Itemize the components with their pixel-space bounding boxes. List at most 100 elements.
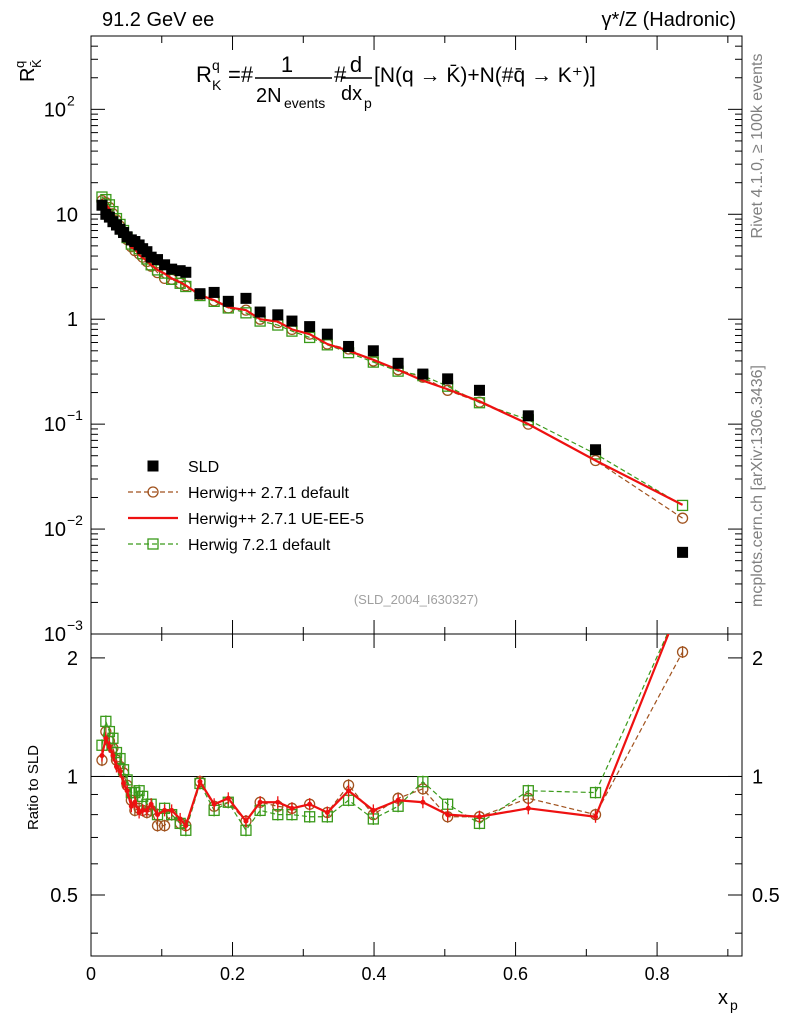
formula-two-n: 2N xyxy=(256,85,282,107)
ratio-point-h271ue xyxy=(211,801,217,807)
ratio-point-h721def xyxy=(137,790,149,803)
y-tick-label-main-exp: 2 xyxy=(67,92,75,108)
point-sld xyxy=(473,384,485,396)
point-sld xyxy=(304,321,316,333)
point-sld xyxy=(194,288,206,300)
ratio-point-h271ue xyxy=(183,823,189,829)
ratio-point-h271def xyxy=(151,820,164,832)
ratio-point-h271ue xyxy=(445,812,451,818)
ratio-point-h271ue xyxy=(106,744,112,750)
point-sld xyxy=(442,373,454,385)
legend: SLD Herwig++ 2.7.1 default Herwig++ 2.7.1 … xyxy=(128,459,364,554)
formula-rest: [N(q → K̄)+N(#q̄ → K⁺)] xyxy=(374,64,596,87)
formula-eq: =# xyxy=(228,62,254,87)
ylabel-main-sub: K̄ xyxy=(29,59,44,68)
ratio-point-h721def xyxy=(522,785,534,797)
point-sld xyxy=(174,265,186,277)
formula-r: R xyxy=(196,62,212,87)
formula-hash: # xyxy=(334,62,347,87)
ratio-point-h271ue xyxy=(680,596,685,601)
point-sld xyxy=(166,263,178,275)
point-sld xyxy=(180,266,192,278)
formula-d: d xyxy=(350,52,362,77)
axis-ticks xyxy=(90,35,742,956)
point-sld xyxy=(417,368,429,380)
ratio-point-h271ue xyxy=(525,805,531,811)
y-tick-label-main: 10 xyxy=(44,624,66,646)
ratio-point-h271ue xyxy=(225,795,231,801)
ratio-point-h271ue xyxy=(257,799,263,805)
y-tick-label-main-exp: −3 xyxy=(67,617,83,633)
ratio-point-h271def xyxy=(158,820,171,832)
y-tick-label-ratio-right: 0.5 xyxy=(752,885,780,907)
ratio-point-h721def xyxy=(678,595,688,605)
legend-marker-sld xyxy=(147,460,159,472)
mcplots-label: mcplots.cern.ch [arXiv:1306.3436] xyxy=(749,365,766,607)
ratio-point-h271ue xyxy=(148,801,154,807)
xlabel: x xyxy=(718,987,728,1009)
point-h721def xyxy=(676,499,689,512)
point-sld xyxy=(240,292,252,304)
ratio-point-h271ue xyxy=(346,788,352,794)
point-sld xyxy=(286,315,298,327)
y-tick-label-ratio-right: 2 xyxy=(752,648,763,670)
x-tick-label: 0 xyxy=(86,964,96,984)
ratio-point-h721def xyxy=(133,785,145,797)
legend-marker-h721def xyxy=(147,538,159,550)
ratio-point-h271ue xyxy=(99,753,105,759)
ratio-plot-frame xyxy=(90,633,743,957)
y-tick-label-ratio: 0.5 xyxy=(50,885,78,907)
point-sld xyxy=(367,345,379,357)
point-h271def xyxy=(589,454,602,467)
y-tick-label-main-exp: −2 xyxy=(67,512,83,528)
watermark: (SLD_2004_I630327) xyxy=(354,592,478,607)
ratio-point-h271ue xyxy=(117,768,123,774)
ratio-point-h271ue xyxy=(144,807,150,813)
point-sld xyxy=(145,251,157,263)
point-sld xyxy=(152,254,164,266)
legend-label-sld: SLD xyxy=(188,459,219,476)
legend-label-h271ue: Herwig++ 2.7.1 UE-EE-5 xyxy=(188,511,364,528)
ratio-h271ue xyxy=(99,596,685,832)
ratio-point-h271ue xyxy=(169,807,175,813)
ratio-point-h271ue xyxy=(395,797,401,803)
point-sld xyxy=(343,340,355,352)
ratio-point-h271ue xyxy=(307,801,313,807)
ratio-point-h271ue xyxy=(593,814,599,820)
ratio-point-h271ue xyxy=(162,807,168,813)
ratio-point-h271ue xyxy=(132,799,138,805)
series-h271def xyxy=(96,194,689,524)
y-tick-label-ratio: 1 xyxy=(67,766,78,788)
main-series-group xyxy=(96,191,689,558)
ratio-series-group xyxy=(96,595,689,837)
ratio-point-h271ue xyxy=(476,814,482,820)
formula-dx: dx xyxy=(341,83,362,105)
ratio-point-h271ue xyxy=(110,753,116,759)
formula-r-sub: K xyxy=(212,77,222,93)
ratio-point-h271ue xyxy=(128,803,134,809)
y-tick-label-main: 10 xyxy=(56,204,78,226)
point-sld xyxy=(96,199,108,211)
x-tick-label: 0.8 xyxy=(645,964,670,984)
x-tick-label: 0.6 xyxy=(503,964,528,984)
y-axis-label-main: R q K̄ xyxy=(12,59,44,82)
ylabel-main-sup: q xyxy=(12,61,27,68)
series-sld xyxy=(96,199,689,558)
ratio-point-h721def xyxy=(304,811,316,823)
ratio-point-h271ue xyxy=(420,799,426,805)
point-sld xyxy=(272,309,284,321)
ratio-point-h271ue xyxy=(121,780,127,786)
ratio-point-h721def xyxy=(417,776,429,788)
ratio-point-h271ue xyxy=(243,818,249,824)
ratio-h721def xyxy=(96,595,688,837)
point-h721def xyxy=(180,280,192,293)
ratio-point-h271ue xyxy=(103,735,109,741)
ratio-point-h271def xyxy=(676,646,689,658)
ratio-point-h721def xyxy=(103,725,116,738)
point-sld xyxy=(208,286,220,298)
ratio-point-h271ue xyxy=(275,799,281,805)
y-tick-label-main: 10 xyxy=(44,519,66,541)
formula-one: 1 xyxy=(281,52,293,77)
y-tick-label-main-exp: −1 xyxy=(67,407,83,423)
